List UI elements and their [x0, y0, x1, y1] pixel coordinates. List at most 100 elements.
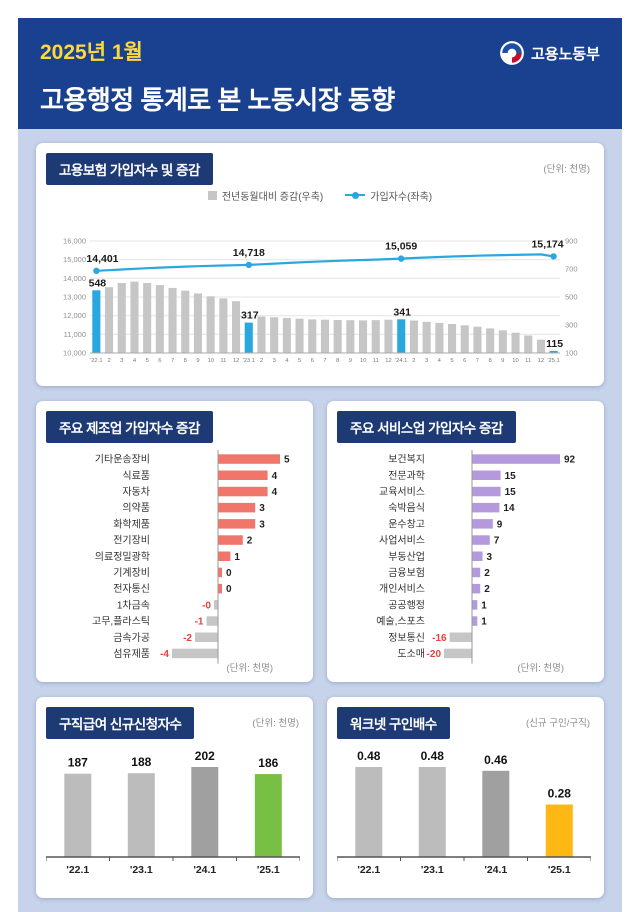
ratio-card-title: 워크넷 구인배수 — [337, 707, 450, 739]
svg-text:115: 115 — [546, 338, 563, 350]
svg-text:운수창고: 운수창고 — [388, 518, 425, 530]
svg-text:4: 4 — [438, 358, 442, 364]
benefit-bar-chart: 187 '22.1 188 '23.1 202 '24.1 186 '25.1 — [45, 749, 301, 876]
svg-text:15: 15 — [505, 487, 517, 498]
svg-text:기타운송장비: 기타운송장비 — [95, 454, 150, 466]
svg-text:11,000: 11,000 — [64, 330, 86, 339]
svg-text:1: 1 — [481, 617, 487, 628]
svg-text:3: 3 — [120, 358, 123, 364]
svg-text:15: 15 — [505, 471, 517, 482]
svg-text:고무,플라스틱: 고무,플라스틱 — [92, 616, 150, 628]
insured-card-title: 고용보험 가입자수 및 증감 — [46, 153, 213, 185]
svg-text:기계장비: 기계장비 — [113, 567, 150, 579]
svg-text:'22.1: '22.1 — [66, 864, 89, 876]
svg-text:300: 300 — [565, 321, 578, 330]
svg-text:2: 2 — [260, 358, 263, 364]
svg-text:202: 202 — [195, 749, 215, 763]
manufacturing-bar-chart: 기타운송장비 5 식료품 4 자동차 4 의약품 3 화학제품 3 전기장비 2 의료정밀광학 1 기계장비… — [92, 450, 290, 664]
svg-text:5: 5 — [450, 358, 453, 364]
benefit-unit-label: (단위: 천명) — [252, 718, 299, 729]
svg-text:'25.1: '25.1 — [257, 864, 280, 876]
svg-text:'22.1: '22.1 — [357, 864, 380, 876]
svg-text:12,000: 12,000 — [63, 311, 86, 320]
svg-text:의약품: 의약품 — [122, 502, 150, 514]
svg-text:12: 12 — [385, 358, 391, 364]
svg-text:15,000: 15,000 — [63, 255, 86, 264]
svg-text:0: 0 — [226, 584, 232, 595]
svg-text:4: 4 — [285, 358, 289, 364]
svg-text:4: 4 — [133, 358, 137, 364]
svg-text:3: 3 — [273, 358, 276, 364]
svg-text:'25.1: '25.1 — [547, 358, 559, 364]
svg-text:'23.1: '23.1 — [243, 358, 255, 364]
moel-logo-text: 고용노동부 — [530, 45, 600, 63]
svg-text:0.46: 0.46 — [484, 753, 508, 767]
svg-text:7: 7 — [476, 358, 479, 364]
svg-text:'25.1: '25.1 — [548, 864, 571, 876]
manufacturing-chart-card: 주요 제조업 가입자수 증감 기타운송장비 5 식료품 4 자동차 4 의약품 3 화학제품 3 전… — [36, 401, 313, 682]
svg-text:화학제품: 화학제품 — [113, 518, 150, 530]
svg-text:공공행정: 공공행정 — [388, 599, 425, 611]
svg-text:사업서비스: 사업서비스 — [379, 534, 425, 547]
svg-text:전자통신: 전자통신 — [113, 583, 150, 595]
moel-emblem-icon — [500, 41, 524, 65]
svg-text:전문과학: 전문과학 — [388, 470, 425, 482]
svg-text:6: 6 — [463, 358, 466, 364]
ratio-unit-label: (신규 구인/구직) — [525, 718, 590, 729]
svg-text:15,174: 15,174 — [531, 238, 563, 250]
svg-text:섬유제품: 섬유제품 — [113, 648, 150, 660]
svg-text:7: 7 — [171, 358, 174, 364]
svg-text:'24.1: '24.1 — [193, 864, 216, 876]
svg-text:10,000: 10,000 — [63, 349, 86, 358]
svg-text:'23.1: '23.1 — [421, 864, 444, 876]
svg-text:317: 317 — [241, 310, 259, 322]
svg-text:교육서비스: 교육서비스 — [379, 486, 425, 498]
svg-text:-1: -1 — [195, 617, 204, 628]
page-title: 고용행정 통계로 본 노동시장 동향 — [40, 85, 395, 115]
svg-text:13,000: 13,000 — [63, 293, 86, 302]
svg-text:식료품: 식료품 — [122, 470, 150, 482]
svg-text:9: 9 — [349, 358, 352, 364]
svg-text:1: 1 — [481, 600, 487, 611]
svg-text:0.28: 0.28 — [548, 787, 572, 801]
ratio-bar-chart: 0.48 '22.1 0.48 '23.1 0.46 '24.1 0.28 '25.1 — [336, 749, 592, 876]
svg-text:0.48: 0.48 — [421, 749, 445, 763]
page-inner: 2025년 1월 고용행정 통계로 본 노동시장 동향 고용노동부 고용보험 가… — [18, 18, 622, 912]
insured-chart-legend: 전년동월대비 증감(우축) 가입자수(좌축) — [46, 187, 594, 203]
svg-text:'24.1: '24.1 — [484, 864, 507, 876]
svg-text:341: 341 — [393, 306, 411, 318]
svg-text:14,401: 14,401 — [86, 253, 118, 265]
legend-bar-swatch-icon — [207, 190, 217, 200]
svg-text:11: 11 — [525, 358, 531, 364]
services-unit-label: (단위: 천명) — [517, 663, 564, 674]
svg-text:2: 2 — [412, 358, 415, 364]
svg-text:전기장비: 전기장비 — [113, 535, 150, 547]
services-card-title: 주요 서비스업 가입자수 증감 — [337, 411, 516, 443]
svg-text:-2: -2 — [183, 633, 192, 644]
svg-text:14: 14 — [503, 503, 515, 514]
svg-text:2: 2 — [484, 584, 490, 595]
svg-text:700: 700 — [565, 265, 578, 274]
svg-text:-16: -16 — [432, 633, 447, 644]
svg-text:10: 10 — [512, 358, 518, 364]
svg-text:7: 7 — [323, 358, 326, 364]
svg-text:2: 2 — [247, 536, 253, 547]
svg-text:도소매: 도소매 — [397, 648, 425, 660]
legend-bar-item: 전년동월대비 증감(우축) — [207, 188, 323, 203]
manufacturing-card-title: 주요 제조업 가입자수 증감 — [46, 411, 213, 443]
svg-text:14,718: 14,718 — [233, 247, 265, 259]
svg-text:12: 12 — [233, 358, 239, 364]
ratio-chart-card: 워크넷 구인배수 (신규 구인/구직) 0.48'22.1 0.48'23.1 0.… — [327, 697, 604, 898]
svg-text:4: 4 — [272, 471, 278, 482]
svg-text:5: 5 — [298, 358, 301, 364]
svg-text:-20: -20 — [427, 649, 442, 660]
bottom-row: 구직급여 신규신청자수 (단위: 천명) 187 '22.1 188 '23.1 202… — [36, 697, 604, 898]
svg-text:15,059: 15,059 — [385, 241, 417, 253]
svg-text:-4: -4 — [160, 649, 169, 660]
svg-text:100: 100 — [565, 349, 578, 358]
svg-text:188: 188 — [131, 755, 151, 769]
svg-text:9: 9 — [196, 358, 199, 364]
svg-text:5: 5 — [146, 358, 149, 364]
svg-text:개인서비스: 개인서비스 — [379, 583, 425, 595]
svg-text:1차금속: 1차금속 — [117, 599, 150, 611]
